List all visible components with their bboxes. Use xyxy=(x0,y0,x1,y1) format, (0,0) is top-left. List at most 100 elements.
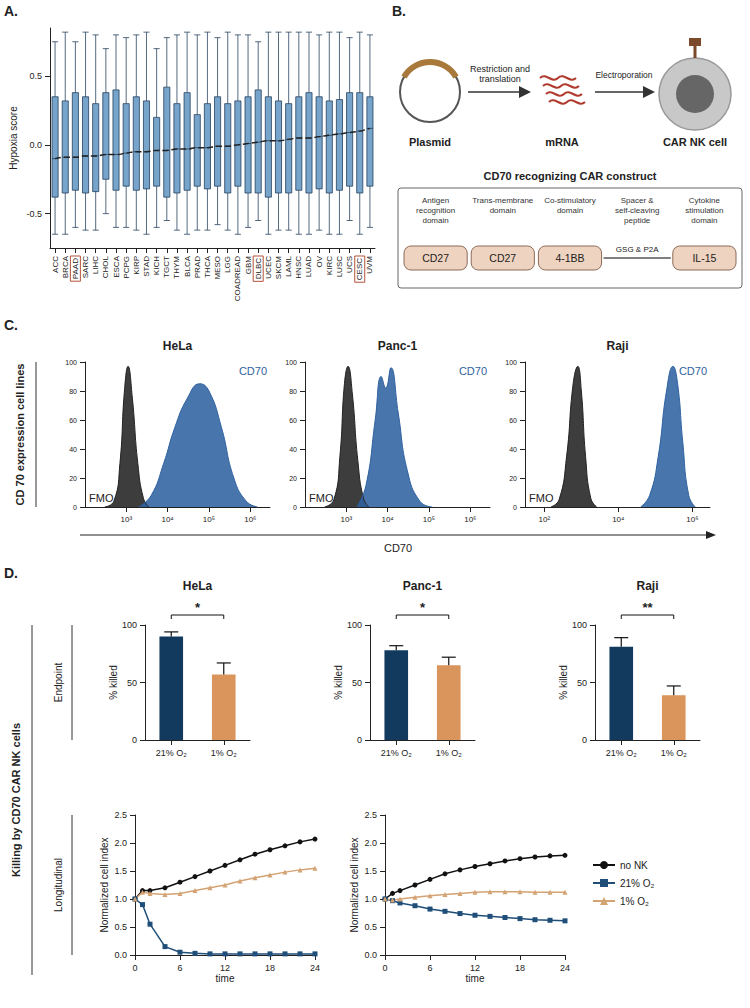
svg-text:6: 6 xyxy=(177,963,182,973)
svg-text:A.: A. xyxy=(4,3,18,19)
svg-text:1.0: 1.0 xyxy=(364,894,377,904)
svg-text:CHOL: CHOL xyxy=(101,255,110,278)
svg-text:GSG & P2A: GSG & P2A xyxy=(616,245,659,254)
svg-text:UCEC: UCEC xyxy=(264,256,273,279)
svg-text:DLBC: DLBC xyxy=(254,258,263,280)
svg-text:40: 40 xyxy=(509,446,517,453)
svg-text:50: 50 xyxy=(127,678,137,688)
svg-text:LIHC: LIHC xyxy=(91,256,100,274)
svg-text:CD70: CD70 xyxy=(679,365,707,377)
svg-text:Trans-membrane: Trans-membrane xyxy=(472,196,534,205)
svg-text:40: 40 xyxy=(289,446,297,453)
svg-text:Electroporation: Electroporation xyxy=(595,70,652,80)
svg-text:Cytokine: Cytokine xyxy=(689,196,721,205)
svg-text:BLCA: BLCA xyxy=(183,255,192,277)
svg-text:Antigen: Antigen xyxy=(422,196,449,205)
svg-text:self-cleaving: self-cleaving xyxy=(615,206,659,215)
svg-text:% killed: % killed xyxy=(558,665,569,699)
svg-text:20: 20 xyxy=(69,475,77,482)
svg-text:10⁴: 10⁴ xyxy=(381,515,394,524)
svg-text:0: 0 xyxy=(357,735,362,745)
svg-text:40: 40 xyxy=(69,446,77,453)
svg-text:2.0: 2.0 xyxy=(114,838,127,848)
svg-text:FMO: FMO xyxy=(89,492,114,504)
svg-text:50: 50 xyxy=(577,678,587,688)
svg-text:10⁵: 10⁵ xyxy=(423,515,435,524)
svg-text:Endpoint: Endpoint xyxy=(53,663,64,703)
svg-text:Plasmid: Plasmid xyxy=(409,136,451,148)
svg-text:80: 80 xyxy=(509,388,517,395)
svg-text:-0.5: -0.5 xyxy=(26,209,42,219)
svg-text:PCPG: PCPG xyxy=(122,256,131,279)
svg-text:CAR NK cell: CAR NK cell xyxy=(663,136,727,148)
svg-text:0: 0 xyxy=(382,963,387,973)
svg-text:1% O₂: 1% O₂ xyxy=(661,748,688,758)
svg-text:6: 6 xyxy=(427,963,432,973)
svg-text:Panc-1: Panc-1 xyxy=(403,579,443,593)
svg-text:CESC: CESC xyxy=(355,258,364,280)
svg-text:10³: 10³ xyxy=(341,515,353,524)
svg-text:time: time xyxy=(216,973,235,984)
svg-text:10⁵: 10⁵ xyxy=(203,515,215,524)
svg-text:BRCA: BRCA xyxy=(61,255,70,278)
svg-text:0.0: 0.0 xyxy=(364,950,377,960)
svg-text:% killed: % killed xyxy=(108,665,119,699)
svg-text:C.: C. xyxy=(4,317,18,333)
svg-text:SKCM: SKCM xyxy=(274,256,283,279)
svg-text:domain: domain xyxy=(490,206,516,215)
svg-text:12: 12 xyxy=(220,963,230,973)
svg-text:4-1BB: 4-1BB xyxy=(555,252,584,264)
svg-text:10⁴: 10⁴ xyxy=(161,515,174,524)
svg-text:mRNA: mRNA xyxy=(545,136,579,148)
svg-text:CD 70 expression cell lines: CD 70 expression cell lines xyxy=(14,364,26,506)
svg-text:100: 100 xyxy=(505,359,517,366)
svg-text:HeLa: HeLa xyxy=(183,579,213,593)
svg-text:100: 100 xyxy=(347,620,362,630)
svg-text:CD27: CD27 xyxy=(422,252,449,264)
svg-text:0: 0 xyxy=(293,504,297,511)
svg-text:0.0: 0.0 xyxy=(114,950,127,960)
svg-text:Raji: Raji xyxy=(606,339,628,353)
svg-text:2.5: 2.5 xyxy=(114,810,127,820)
svg-text:1.5: 1.5 xyxy=(364,866,377,876)
svg-text:0: 0 xyxy=(73,504,77,511)
svg-text:0.5: 0.5 xyxy=(29,71,42,81)
svg-text:0.0: 0.0 xyxy=(29,140,42,150)
svg-text:24: 24 xyxy=(310,963,320,973)
svg-text:peptide: peptide xyxy=(624,216,651,225)
svg-text:21% O₂: 21% O₂ xyxy=(620,878,655,889)
svg-text:1% O₂: 1% O₂ xyxy=(211,748,238,758)
svg-text:LUAD: LUAD xyxy=(304,256,313,278)
svg-text:domain: domain xyxy=(557,206,583,215)
svg-text:100: 100 xyxy=(285,359,297,366)
svg-text:10⁶: 10⁶ xyxy=(686,515,698,524)
svg-text:LUSC: LUSC xyxy=(335,256,344,278)
svg-text:2.0: 2.0 xyxy=(364,838,377,848)
svg-text:*: * xyxy=(195,600,201,615)
svg-text:KICH: KICH xyxy=(152,256,161,275)
svg-text:0: 0 xyxy=(132,963,137,973)
svg-text:Co-stimulatory: Co-stimulatory xyxy=(544,196,596,205)
svg-text:Hypoxia score: Hypoxia score xyxy=(8,106,19,170)
svg-text:10⁴: 10⁴ xyxy=(612,515,625,524)
svg-text:THYM: THYM xyxy=(172,256,181,279)
svg-text:1.0: 1.0 xyxy=(114,894,127,904)
svg-text:FMO: FMO xyxy=(309,492,334,504)
svg-text:10⁶: 10⁶ xyxy=(464,515,476,524)
svg-text:LGG: LGG xyxy=(223,256,232,273)
svg-text:0: 0 xyxy=(132,735,137,745)
svg-text:Killing by CD70 CAR NK cells: Killing by CD70 CAR NK cells xyxy=(10,723,22,877)
svg-text:80: 80 xyxy=(289,388,297,395)
svg-text:HeLa: HeLa xyxy=(163,339,193,353)
svg-text:UCS: UCS xyxy=(345,256,354,273)
svg-text:CD27: CD27 xyxy=(489,252,516,264)
svg-text:*: * xyxy=(420,600,426,615)
svg-text:0.5: 0.5 xyxy=(364,922,377,932)
svg-text:domain: domain xyxy=(691,216,717,225)
svg-text:Spacer &: Spacer & xyxy=(621,196,655,205)
svg-text:21% O₂: 21% O₂ xyxy=(156,748,188,758)
svg-text:domain: domain xyxy=(422,216,448,225)
svg-text:PAAD: PAAD xyxy=(71,258,80,279)
svg-text:TGCT: TGCT xyxy=(162,256,171,278)
svg-text:Raji: Raji xyxy=(636,579,658,593)
